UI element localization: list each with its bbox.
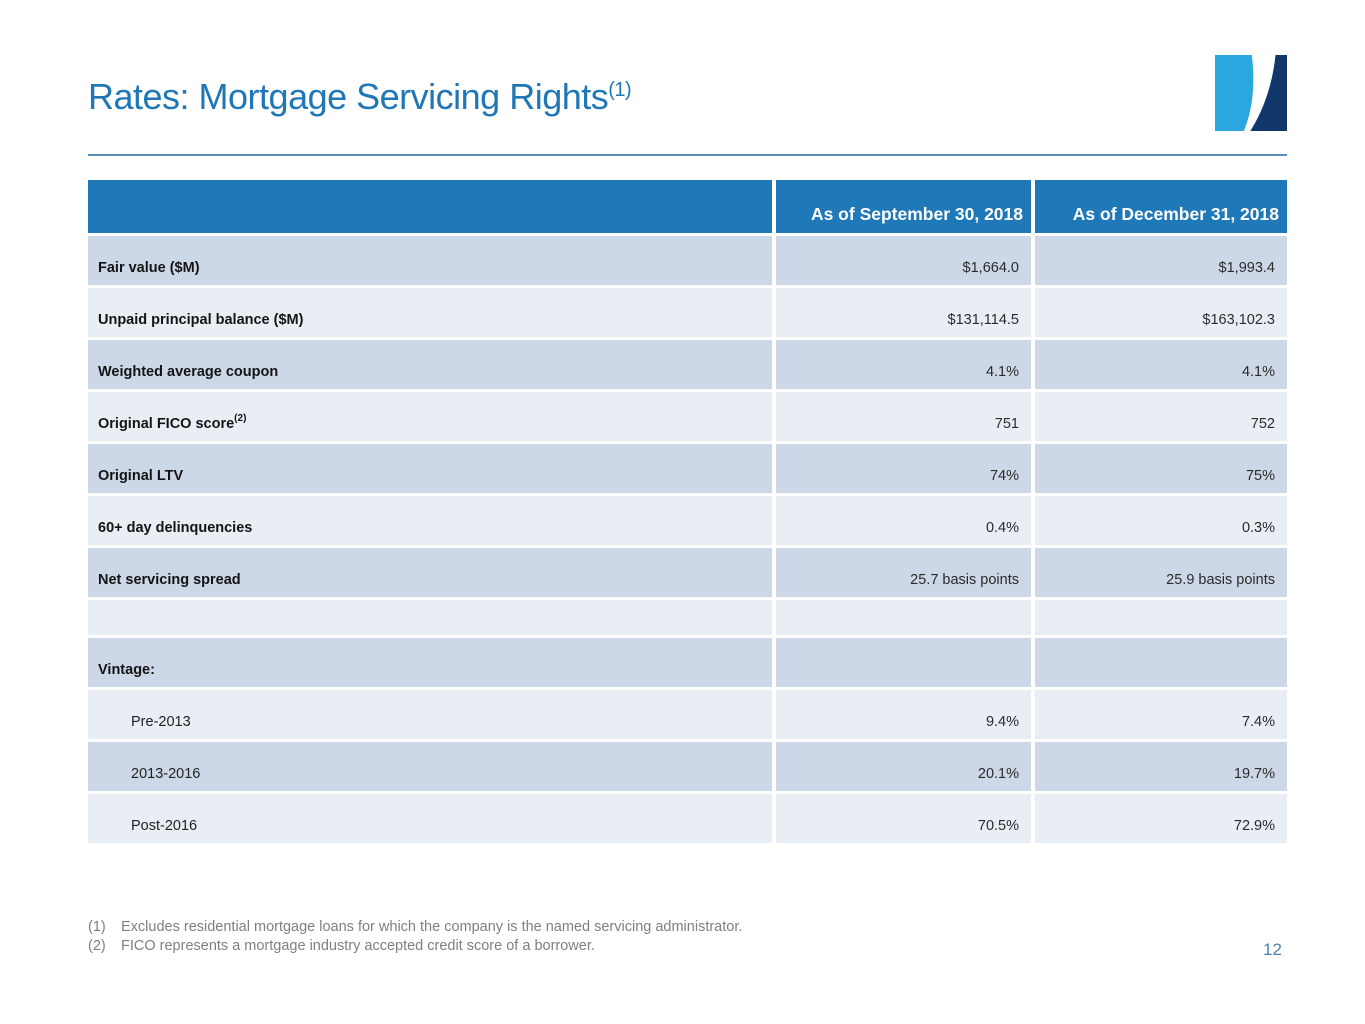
row-label: Original LTV bbox=[98, 468, 184, 484]
row-label-cell: Vintage: bbox=[88, 638, 772, 687]
row-label-cell: Post-2016 bbox=[88, 794, 772, 843]
table-row: Post-2016 70.5% 72.9% bbox=[88, 794, 1287, 843]
footnote-text: FICO represents a mortgage industry acce… bbox=[121, 937, 595, 954]
row-value-december: 19.7% bbox=[1035, 742, 1287, 791]
footnote-line: (2) FICO represents a mortgage industry a… bbox=[88, 937, 742, 956]
row-label: 60+ day delinquencies bbox=[98, 520, 253, 536]
footnote-number: (2) bbox=[88, 937, 106, 954]
footnote-text: Excludes residential mortgage loans for … bbox=[121, 919, 743, 935]
row-label-cell: Original FICO score (2) bbox=[88, 392, 772, 441]
row-label-cell: Fair value ($M) bbox=[88, 236, 772, 285]
msr-comparison-table: As of September 30, 2018 As of December … bbox=[88, 180, 1287, 846]
row-value-december: 752 bbox=[1035, 392, 1287, 441]
row-label: Unpaid principal balance ($M) bbox=[98, 312, 304, 328]
table-row: Pre-2013 9.4% 7.4% bbox=[88, 690, 1287, 739]
table-row: Weighted average coupon 4.1% 4.1% bbox=[88, 340, 1287, 389]
table-body: Fair value ($M) $1,664.0 $1,993.4 Unpaid pr… bbox=[88, 236, 1287, 843]
row-label: Post-2016 bbox=[131, 818, 198, 834]
row-label-cell: 2013-2016 bbox=[88, 742, 772, 791]
page-title-text: Rates: Mortgage Servicing Rights bbox=[88, 76, 609, 117]
row-label-cell: Weighted average coupon bbox=[88, 340, 772, 389]
row-value-december: 75% bbox=[1035, 444, 1287, 493]
row-label: 2013-2016 bbox=[131, 766, 201, 782]
row-value-september: 74% bbox=[776, 444, 1031, 493]
header-empty-cell bbox=[88, 180, 772, 233]
table-row: Original FICO score (2) 751 752 bbox=[88, 392, 1287, 441]
row-label-cell: Net servicing spread bbox=[88, 548, 772, 597]
row-value-september: 0.4% bbox=[776, 496, 1031, 545]
row-label: Vintage: bbox=[98, 662, 155, 678]
row-value-december: $1,993.4 bbox=[1035, 236, 1287, 285]
table-row: Net servicing spread 25.7 basis points 25.… bbox=[88, 548, 1287, 597]
row-label-cell: 60+ day delinquencies bbox=[88, 496, 772, 545]
table-row: Vintage: bbox=[88, 638, 1287, 687]
table-spacer-row bbox=[88, 600, 1287, 635]
row-value-december bbox=[1035, 638, 1287, 687]
row-label-footnote-ref: (2) bbox=[234, 413, 247, 424]
row-value-december: 25.9 basis points bbox=[1035, 548, 1287, 597]
company-logo-icon bbox=[1215, 55, 1287, 131]
row-value-december: 72.9% bbox=[1035, 794, 1287, 843]
footnotes: (1) Excludes residential mortgage loans f… bbox=[88, 918, 742, 955]
page-title: Rates: Mortgage Servicing Rights(1) bbox=[88, 76, 632, 118]
header-december-2018: As of December 31, 2018 bbox=[1035, 180, 1287, 233]
footnote-number: (1) bbox=[88, 919, 106, 935]
row-value-december bbox=[1035, 600, 1287, 635]
page-title-footnote-ref: (1) bbox=[608, 79, 632, 101]
row-value-december: 4.1% bbox=[1035, 340, 1287, 389]
header-september-2018: As of September 30, 2018 bbox=[776, 180, 1031, 233]
row-value-september: 20.1% bbox=[776, 742, 1031, 791]
row-label: Weighted average coupon bbox=[98, 364, 279, 380]
footnote-line: (1) Excludes residential mortgage loans f… bbox=[88, 918, 742, 937]
row-value-september: $131,114.5 bbox=[776, 288, 1031, 337]
title-divider bbox=[88, 154, 1287, 156]
row-label: Pre-2013 bbox=[131, 714, 191, 730]
row-label-cell bbox=[88, 600, 772, 635]
row-label: Fair value ($M) bbox=[98, 260, 200, 276]
row-value-september: 25.7 basis points bbox=[776, 548, 1031, 597]
table-row: Fair value ($M) $1,664.0 $1,993.4 bbox=[88, 236, 1287, 285]
table-row: Original LTV 74% 75% bbox=[88, 444, 1287, 493]
row-label-cell: Original LTV bbox=[88, 444, 772, 493]
row-label-cell: Pre-2013 bbox=[88, 690, 772, 739]
row-value-september bbox=[776, 600, 1031, 635]
row-value-september: 9.4% bbox=[776, 690, 1031, 739]
row-label: Net servicing spread bbox=[98, 572, 241, 588]
table-row: Unpaid principal balance ($M) $131,114.5 $… bbox=[88, 288, 1287, 337]
table-row: 2013-2016 20.1% 19.7% bbox=[88, 742, 1287, 791]
row-label-cell: Unpaid principal balance ($M) bbox=[88, 288, 772, 337]
row-value-september: 4.1% bbox=[776, 340, 1031, 389]
row-value-december: 0.3% bbox=[1035, 496, 1287, 545]
row-value-september bbox=[776, 638, 1031, 687]
table-row: 60+ day delinquencies 0.4% 0.3% bbox=[88, 496, 1287, 545]
row-value-september: 751 bbox=[776, 392, 1031, 441]
row-value-december: $163,102.3 bbox=[1035, 288, 1287, 337]
page-number: 12 bbox=[1263, 940, 1282, 959]
row-value-september: 70.5% bbox=[776, 794, 1031, 843]
row-label: Original FICO score bbox=[98, 416, 235, 432]
table-header-row: As of September 30, 2018 As of December … bbox=[88, 180, 1287, 233]
row-value-december: 7.4% bbox=[1035, 690, 1287, 739]
row-value-september: $1,664.0 bbox=[776, 236, 1031, 285]
